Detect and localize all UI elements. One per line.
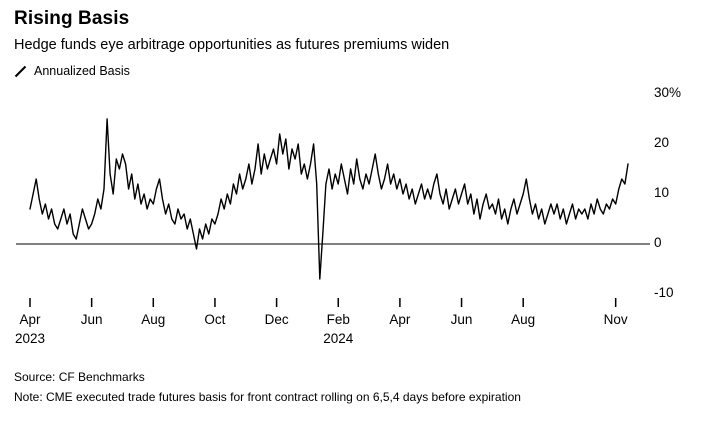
- x-axis-label: Feb: [326, 312, 350, 327]
- chart-area: Apr 2023 Jun Aug Oct Dec Feb 2024 Apr Jun Aug Nov 30…: [0, 84, 706, 352]
- chart-footer: Source: CF Benchmarks Note: CME executed…: [14, 368, 706, 408]
- x-axis-year-label: 2024: [323, 331, 354, 346]
- chart-legend: Annualized Basis: [14, 64, 706, 78]
- line-series-icon: [14, 65, 27, 78]
- annualized-basis-line: [29, 118, 629, 280]
- y-axis-label: 30%: [654, 85, 682, 100]
- x-axis-label: Aug: [141, 312, 166, 327]
- source-text: Source: CF Benchmarks: [14, 370, 145, 384]
- legend-label: Annualized Basis: [34, 64, 130, 78]
- chart-subtitle: Hedge funds eye arbitrage opportunities …: [14, 37, 450, 53]
- x-axis-label: Jun: [80, 312, 103, 327]
- x-axis-label: Dec: [264, 312, 289, 327]
- x-axis-label: Oct: [204, 312, 226, 327]
- x-axis-label: Apr: [389, 312, 411, 327]
- x-axis-year-label: 2023: [14, 331, 46, 346]
- note-text: Note: CME executed trade futures basis f…: [14, 389, 521, 404]
- y-axis-label: -10: [654, 285, 674, 300]
- x-axis-label: Nov: [603, 312, 628, 327]
- x-axis-label: Jun: [450, 312, 473, 327]
- page-title: Rising Basis: [14, 8, 130, 29]
- y-axis-label: 0: [654, 235, 662, 250]
- x-axis-label: Apr: [19, 312, 41, 327]
- y-axis-label: 10: [654, 185, 670, 200]
- y-axis-label: 20: [654, 135, 670, 150]
- plot-svg: [16, 118, 650, 307]
- x-axis-label: Aug: [511, 312, 536, 327]
